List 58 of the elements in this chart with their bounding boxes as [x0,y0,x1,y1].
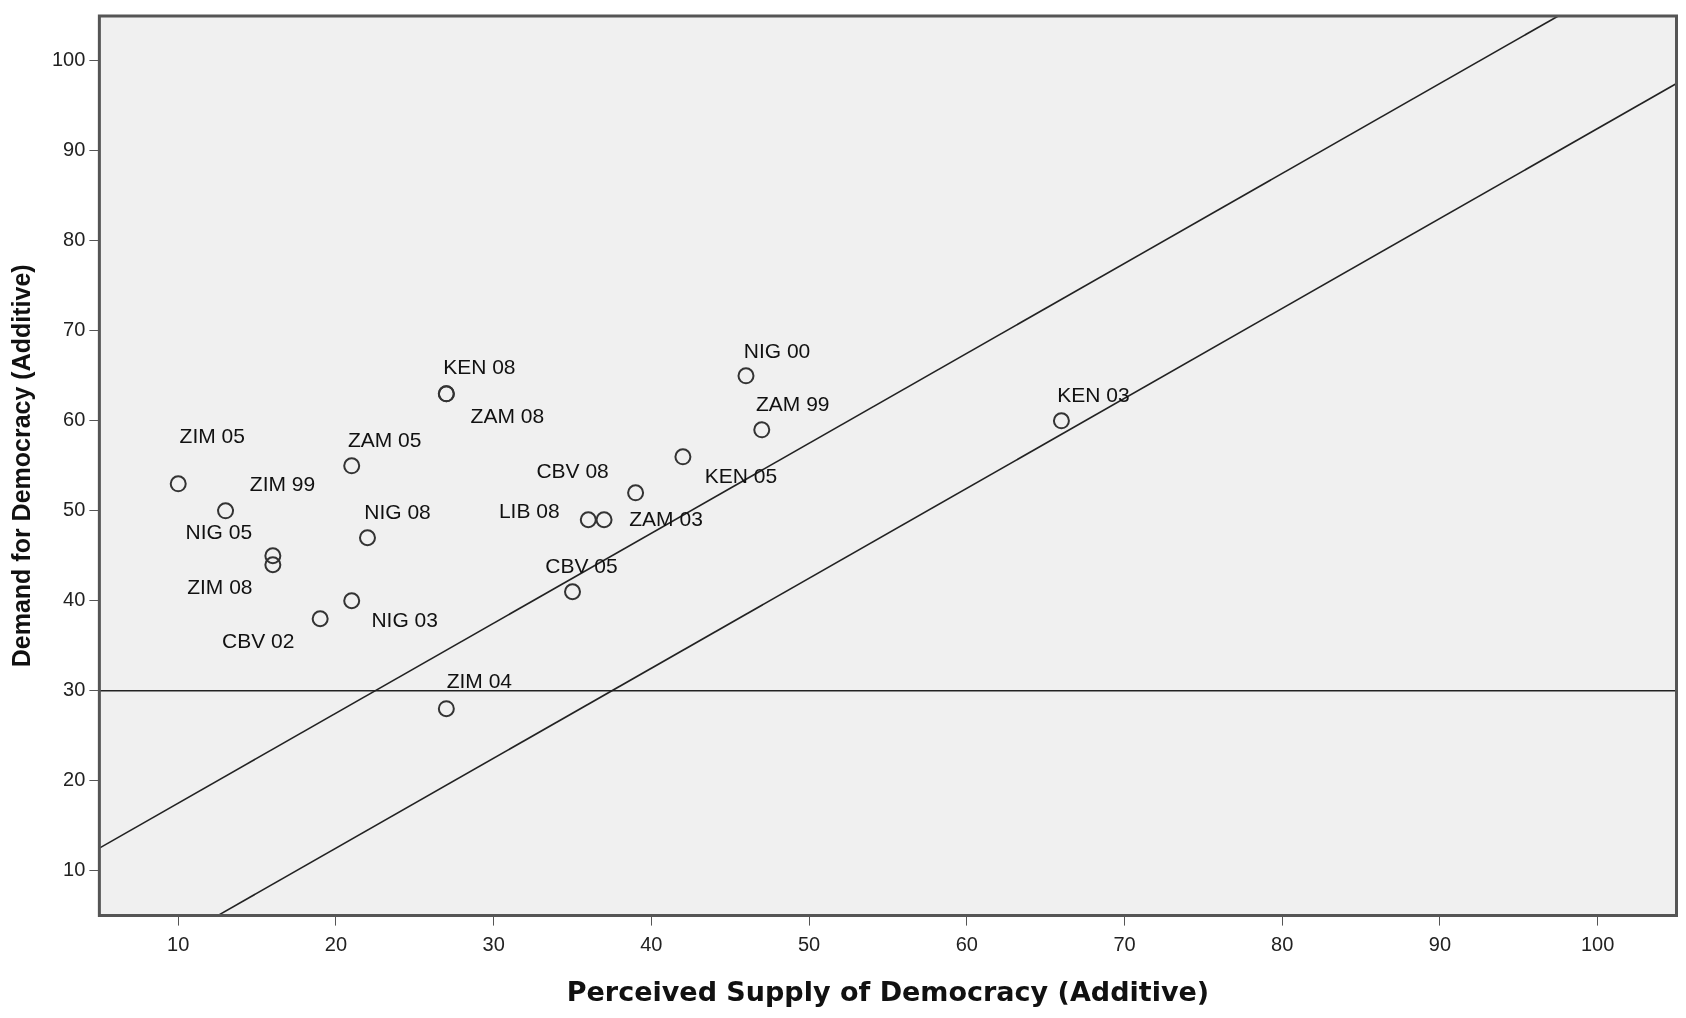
x-tick-label: 30 [482,933,505,956]
y-tick-label: 70 [63,318,86,341]
y-tick-label: 100 [51,48,86,71]
point [264,556,282,574]
annotation: NIG 03 [371,607,438,631]
x-tick-label: 40 [640,933,663,956]
annotation: ZIM 99 [249,471,316,495]
point [217,502,235,520]
annotation: ZAM 08 [470,403,545,427]
x-tick-label: 90 [1428,933,1452,956]
x-tick-label: 60 [955,933,978,956]
y-tick-label: 90 [63,138,86,161]
annotation: CBV 05 [545,553,618,577]
point [1052,412,1070,430]
x-tick-label: 100 [1580,933,1615,956]
annotation: ZIM 04 [446,669,513,693]
annotation: NIG 05 [185,519,253,543]
annotation: ZAM 03 [629,506,703,530]
annotation: KEN 08 [443,354,516,378]
point [358,529,376,547]
annotation: LIB 08 [498,498,560,522]
point [579,511,597,529]
annotation: ZAM 05 [347,427,422,451]
point [737,367,755,385]
point [627,484,645,502]
y-tick-label: 60 [63,408,86,431]
x-tick-label: 20 [324,933,348,956]
point [264,547,282,565]
point [343,457,361,475]
y-tick-label: 50 [63,498,86,521]
point [595,511,613,529]
annotation: ZIM 08 [187,574,253,598]
point [169,475,187,493]
annotation: ZIM 05 [179,423,245,447]
point [674,448,692,466]
point [437,700,455,718]
annotation: CBV 08 [536,458,609,482]
annotation: NIG 00 [743,338,811,362]
point [311,610,329,628]
annotation: NIG 08 [364,499,431,523]
y-tick-label: 20 [63,768,86,791]
point [343,592,361,610]
y-tick-label: 30 [63,678,86,701]
x-tick-label: 50 [797,933,821,956]
point [564,583,582,601]
y-tick-label: 40 [63,588,86,611]
point [753,421,771,439]
y-tick-label: 80 [63,228,86,251]
x-tick-label: 70 [1113,933,1136,956]
x-axis-title: Perceived Supply of Democracy (Additive) [566,975,1210,1007]
annotation: KEN 05 [704,463,778,487]
annotation: CBV 02 [221,628,295,652]
x-tick-label: 10 [167,933,190,956]
annotation: KEN 03 [1057,382,1130,406]
y-axis-title: Demand for Democracy (Additive) [6,264,35,668]
annotation: ZAM 99 [756,391,830,415]
x-tick-label: 80 [1271,933,1294,956]
y-tick-label: 10 [63,858,86,881]
